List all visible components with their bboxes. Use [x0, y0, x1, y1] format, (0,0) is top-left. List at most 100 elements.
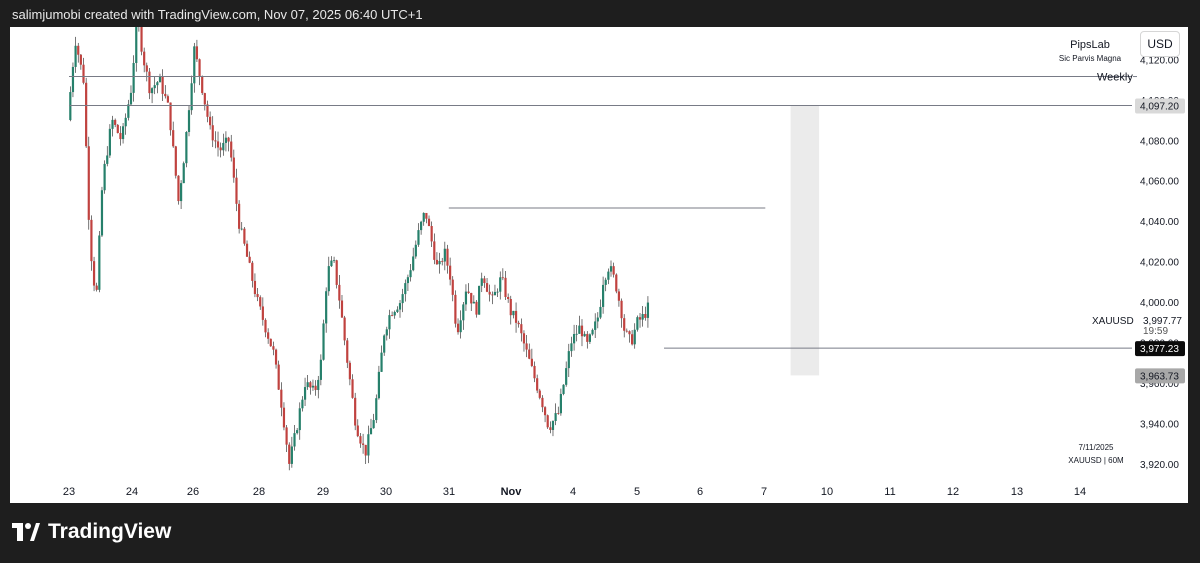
candle	[467, 283, 470, 294]
candle	[179, 180, 183, 210]
candle	[446, 244, 449, 274]
candle	[114, 118, 117, 128]
candle	[443, 241, 446, 271]
candle	[567, 343, 570, 377]
candle	[267, 328, 270, 344]
candle	[185, 131, 188, 168]
y-tick-label: 3,940.00	[1140, 419, 1179, 430]
candle	[85, 77, 88, 149]
x-tick-label: 14	[1074, 486, 1086, 498]
symbol-countdown: 19:59	[1143, 326, 1169, 337]
candle	[309, 380, 312, 395]
x-tick-label: 7	[761, 486, 767, 498]
candle	[462, 301, 465, 330]
candle	[485, 278, 489, 293]
y-tick-label: 3,960.00	[1140, 379, 1179, 390]
line-label: Weekly	[1097, 72, 1133, 84]
candle	[633, 323, 636, 349]
price-zone	[790, 105, 820, 376]
candle	[430, 221, 433, 247]
currency-button[interactable]: USD	[1140, 31, 1180, 57]
candle	[135, 27, 138, 72]
candle	[449, 257, 452, 286]
watermark-top: PipsLab Sic Parvis Magna	[1050, 39, 1130, 63]
x-tick-label: 29	[317, 486, 329, 498]
candle	[517, 320, 520, 328]
candle	[562, 384, 565, 396]
candle	[546, 414, 549, 429]
candle	[288, 442, 291, 471]
candle	[108, 124, 111, 158]
tradingview-brand[interactable]: TradingView	[12, 520, 171, 544]
candle	[435, 252, 439, 266]
candle	[190, 75, 193, 115]
candle	[335, 259, 338, 289]
candle	[644, 306, 647, 321]
candle	[583, 331, 586, 337]
candle	[580, 319, 584, 347]
candle	[483, 275, 486, 288]
candle	[488, 284, 491, 302]
candle	[327, 256, 330, 296]
candle	[238, 200, 241, 234]
candle	[612, 262, 615, 278]
candle	[259, 295, 262, 310]
candle	[317, 375, 320, 399]
candle	[557, 406, 560, 415]
candle	[364, 444, 367, 465]
candle	[541, 395, 544, 413]
candle	[636, 315, 639, 332]
candle	[478, 285, 481, 315]
candle	[124, 113, 127, 135]
candle	[148, 68, 151, 100]
candle	[393, 310, 396, 319]
candle	[264, 318, 267, 338]
x-tick-label: 4	[570, 486, 576, 498]
candle	[361, 433, 365, 454]
candle	[538, 388, 541, 400]
tradingview-logo-icon	[12, 523, 40, 541]
candle	[158, 73, 162, 83]
candle	[330, 256, 333, 267]
x-tick-label: 12	[947, 486, 959, 498]
candle	[219, 142, 222, 158]
candle	[172, 121, 175, 148]
candle	[520, 318, 523, 342]
candle	[325, 287, 328, 333]
candle	[359, 433, 362, 448]
chart-area[interactable]: Weekly 4,120.004,100.004,080.004,060.004…	[10, 27, 1188, 503]
candle	[570, 336, 573, 357]
candle	[343, 315, 346, 346]
candle	[536, 374, 539, 394]
candle	[412, 247, 415, 272]
candlestick-chart[interactable]: Weekly 4,120.004,100.004,080.004,060.004…	[10, 27, 1188, 503]
candle	[475, 299, 478, 318]
candle	[256, 287, 259, 302]
candle	[296, 427, 299, 435]
x-tick-label: 5	[634, 486, 640, 498]
candle	[348, 360, 351, 386]
candle	[224, 131, 228, 152]
x-tick-label: 23	[63, 486, 75, 498]
candle	[617, 288, 621, 307]
candle	[222, 133, 225, 156]
candle	[578, 315, 581, 334]
candle	[638, 312, 642, 328]
chart-header: salimjumobi created with TradingView.com…	[12, 7, 423, 22]
candle	[121, 123, 125, 144]
candle	[438, 252, 441, 274]
candle	[82, 57, 85, 85]
candle	[464, 284, 468, 311]
candle	[77, 42, 80, 63]
x-tick-label: 26	[187, 486, 199, 498]
candle	[459, 310, 462, 339]
price-label: 3,977.23	[1135, 341, 1185, 357]
candle	[216, 131, 220, 157]
candle	[198, 58, 201, 86]
candle	[512, 310, 515, 319]
candle	[245, 240, 249, 257]
candle	[596, 312, 599, 329]
candle	[375, 394, 378, 424]
y-tick-label: 4,000.00	[1140, 298, 1179, 309]
candle	[332, 256, 336, 264]
